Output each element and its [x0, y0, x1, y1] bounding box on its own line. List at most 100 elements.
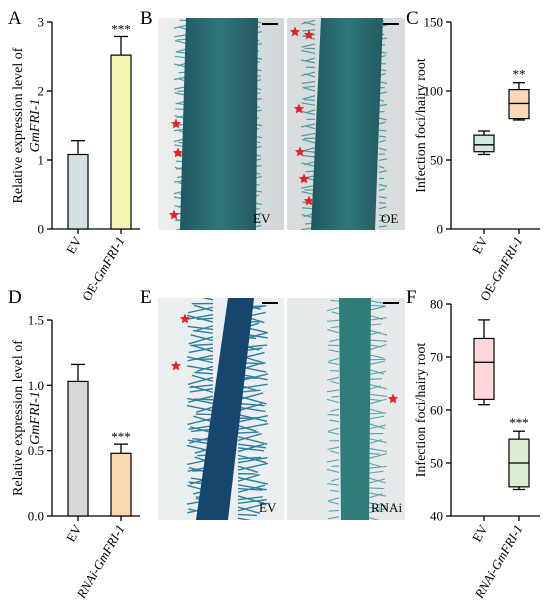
root-hair [237, 456, 268, 464]
root-hair [237, 495, 266, 505]
root-hair [303, 98, 316, 102]
root-hair [378, 121, 386, 125]
root-hair [191, 385, 214, 394]
significance-label: *** [111, 21, 131, 36]
infection-marker-star [172, 147, 184, 158]
root-hair [378, 158, 387, 161]
panel-label-a: A [8, 8, 22, 29]
y-tick-label: 1 [38, 153, 45, 168]
y-tick-label: 150 [424, 15, 444, 30]
y-axis-label-line1: Relative expression level of [11, 47, 26, 203]
root-hair [368, 470, 384, 474]
y-tick-label: 50 [430, 456, 443, 471]
root-hair [300, 123, 316, 128]
root-hair [368, 339, 387, 342]
x-tick-label: EV [469, 521, 491, 544]
root-hair [188, 424, 214, 430]
root-hair [326, 468, 340, 473]
root-hair [368, 412, 386, 415]
photo-b-oe [287, 18, 405, 230]
photo-label-e-rnai: RNAi [371, 500, 403, 515]
root-hair [378, 91, 388, 95]
root-hair [303, 137, 316, 140]
root-hair [368, 439, 382, 445]
root-hair [193, 415, 214, 423]
root-hair [237, 395, 267, 405]
y-tick-label: 40 [430, 509, 443, 524]
root-hair [237, 447, 265, 452]
root-hair [237, 496, 263, 501]
root-hair [304, 73, 316, 78]
root-hair [330, 299, 340, 302]
significance-label: *** [509, 415, 529, 430]
root-hair [303, 21, 316, 26]
infection-marker-star [168, 209, 180, 220]
box [473, 134, 495, 153]
y-axis-label-line2: GmFRI-1 [28, 391, 43, 445]
root-hair [368, 385, 381, 390]
root-hair [331, 395, 340, 398]
photo-e-rnai [287, 298, 405, 520]
root-hair [192, 344, 214, 353]
infection-marker-star [170, 118, 182, 129]
root-hair [368, 360, 386, 366]
root-hair [378, 188, 386, 192]
root-hair [368, 507, 388, 514]
root-hair [191, 374, 214, 382]
root-hair [237, 456, 262, 460]
root-hair [368, 492, 387, 497]
photo-e-ev [158, 298, 284, 520]
root-hair [301, 81, 316, 85]
y-axis-label-line1: Relative expression level of [11, 340, 26, 496]
root-hair [378, 139, 387, 143]
bar [67, 380, 89, 517]
root-hair [378, 165, 385, 169]
root-hair [378, 147, 387, 151]
root-hair [237, 443, 266, 449]
root-hair [328, 419, 340, 423]
root-hair [237, 423, 269, 431]
y-tick-label: 60 [430, 403, 443, 418]
root-hair [201, 298, 214, 301]
y-tick-label: 0 [437, 222, 444, 237]
panel-label-d: D [8, 287, 22, 308]
y-axis-label: Infection foci/hairy root [414, 58, 429, 193]
root-hair [192, 329, 214, 334]
root-hair [368, 452, 380, 455]
root-hair [237, 513, 257, 517]
photo-label-b-ev: EV [253, 211, 271, 226]
root-hair [303, 85, 316, 89]
root-hair [330, 408, 340, 412]
root-hair [368, 493, 383, 499]
root-hair [237, 436, 268, 445]
root-hair [328, 357, 340, 362]
root-hair [188, 347, 214, 354]
root-hair [378, 170, 388, 174]
bar [110, 452, 132, 517]
root-hair [378, 196, 387, 199]
panel-label-e: E [140, 287, 152, 308]
root-hair [301, 19, 316, 25]
root-hair [378, 117, 387, 121]
root-hair [327, 361, 340, 366]
root-hair [237, 473, 261, 482]
infection-marker-star [303, 195, 315, 206]
root-hair [190, 334, 214, 342]
root-hair [329, 338, 340, 343]
infection-marker-star [387, 393, 399, 404]
root-hair [327, 328, 340, 334]
root-hair [368, 317, 387, 321]
root-hair [237, 465, 259, 474]
root-hair [301, 102, 316, 106]
root-hair [187, 376, 214, 385]
root-hair [368, 305, 386, 311]
root-hair [237, 432, 262, 442]
root-hair [368, 323, 382, 326]
y-tick-label: 70 [430, 350, 443, 365]
root-hair [193, 398, 214, 401]
root-hair [368, 398, 387, 405]
root-hair [368, 502, 387, 507]
panel-label-f: F [406, 287, 417, 308]
root-hair [330, 478, 340, 482]
